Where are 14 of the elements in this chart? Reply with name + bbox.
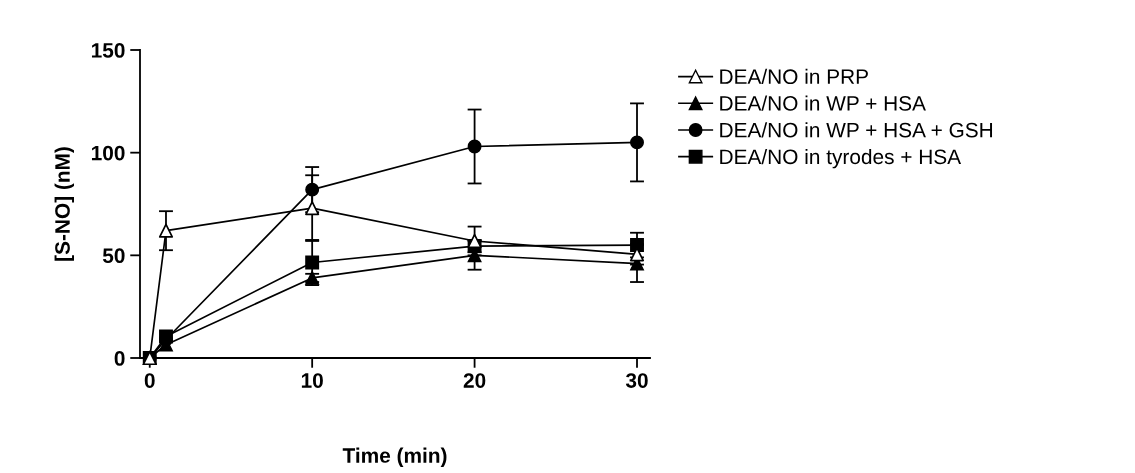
y-axis-title: [S-NO] (nM) bbox=[54, 147, 74, 261]
legend-label: DEA/NO in WP + HSA + GSH bbox=[720, 122, 993, 138]
x-tick-label: 30 bbox=[625, 373, 648, 388]
y-tick-label: 150 bbox=[91, 43, 125, 58]
y-tick-label: 50 bbox=[102, 248, 125, 264]
x-tick-label: 10 bbox=[301, 373, 323, 388]
legend-label: DEA/NO in PRP bbox=[720, 68, 868, 85]
legend-label: DEA/NO in tyrodes + HSA bbox=[720, 148, 962, 169]
legend-label: DEA/NO in WP + HSA bbox=[720, 95, 926, 111]
y-tick-label: 100 bbox=[91, 145, 125, 161]
x-tick-label: 0 bbox=[144, 373, 155, 388]
x-tick-label: 20 bbox=[463, 373, 486, 388]
y-tick-label: 0 bbox=[114, 351, 125, 366]
x-axis-title: Time (min) bbox=[342, 447, 447, 467]
